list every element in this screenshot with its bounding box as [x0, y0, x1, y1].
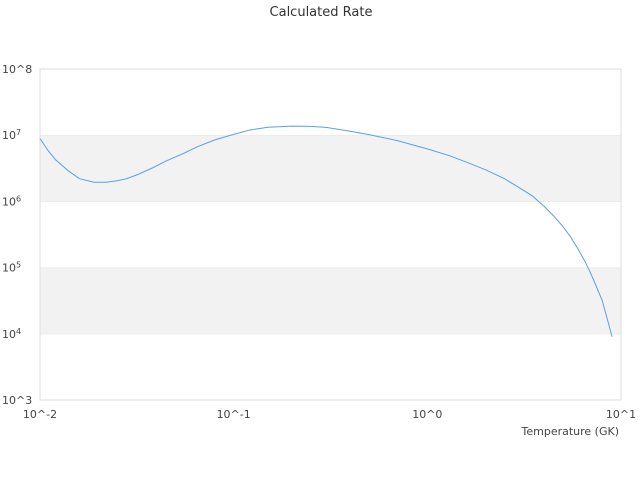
x-tick-label: 10^-1	[217, 408, 251, 421]
y-tick-label: 106	[2, 194, 21, 208]
y-tick-label: 107	[2, 128, 21, 142]
plot-frame	[39, 68, 622, 401]
series-lines	[39, 125, 613, 337]
x-axis-label: Temperature (GK)	[521, 425, 620, 438]
y-tick-label: 10^3	[2, 394, 32, 407]
y-axis-ticks: 10^3 104 105 106 107 10^8	[2, 63, 32, 407]
series-line	[39, 125, 613, 337]
x-tick-label: 10^0	[412, 408, 442, 421]
plot-band	[40, 135, 621, 202]
y-tick-label: 105	[2, 261, 21, 275]
plot-bands	[40, 68, 621, 400]
x-tick-label: 10^-2	[23, 408, 57, 421]
x-tick-label: 10^1	[606, 408, 636, 421]
plot-band	[40, 69, 621, 136]
x-axis-ticks: 10^-2 10^-1 10^0 10^1	[23, 408, 636, 421]
y-tick-label: 10^8	[2, 63, 32, 76]
plot-band	[40, 333, 621, 400]
chart-title: Calculated Rate	[270, 5, 373, 20]
plot-band	[40, 201, 621, 268]
y-tick-label: 104	[2, 327, 21, 341]
plot-band	[40, 267, 621, 334]
